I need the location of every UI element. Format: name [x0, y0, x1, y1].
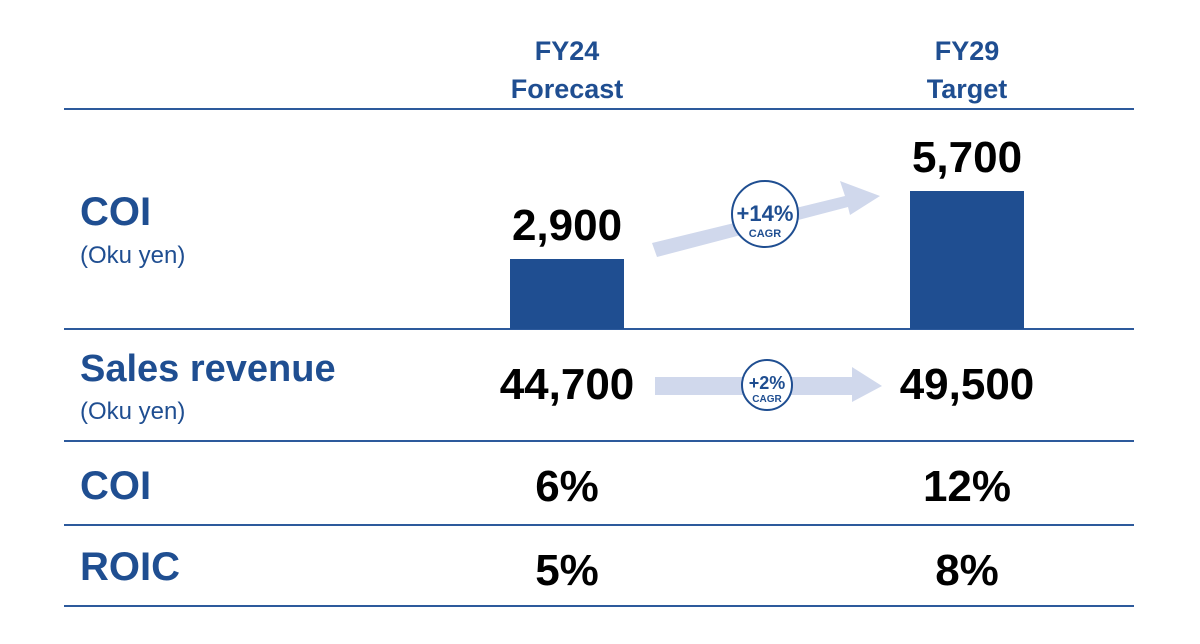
sales-cagr-badge: [741, 359, 793, 411]
col-year: FY24: [534, 36, 600, 66]
row-unit: (Oku yen): [80, 242, 186, 269]
sales-fy29: 49,500: [899, 360, 1035, 409]
col-header-fy29: FY29 Target: [847, 32, 1087, 108]
col-type: Forecast: [510, 74, 624, 104]
divider: [64, 440, 1134, 442]
divider: [64, 108, 1134, 110]
bar-label-fy24: 2,900: [511, 200, 623, 250]
col-year: FY29: [934, 36, 1000, 66]
row-label-sales: Sales revenue: [80, 348, 336, 390]
divider: [64, 524, 1134, 526]
coi-cagr-badge: [731, 180, 799, 248]
bar-fy24: [510, 258, 624, 329]
row-label-coi-amount: COI: [80, 190, 152, 234]
coi-margin-fy24: 6%: [535, 462, 599, 511]
row-unit: (Oku yen): [80, 398, 186, 425]
col-header-fy24: FY24 Forecast: [447, 32, 687, 108]
coi-margin-fy29: 12%: [922, 462, 1012, 511]
roic-fy24: 5%: [535, 546, 599, 595]
coi-cagr-label: CAGR: [749, 228, 781, 240]
col-type: Target: [926, 74, 1008, 104]
row-label-coi-margin: COI: [80, 464, 152, 508]
divider: [64, 328, 1134, 330]
bar-label-fy29: 5,700: [911, 133, 1023, 183]
divider: [64, 605, 1134, 607]
bar-fy29: [910, 191, 1024, 329]
coi-cagr-value: +14%: [737, 201, 794, 226]
row-label-roic: ROIC: [80, 545, 180, 589]
sales-cagr-label: CAGR: [752, 394, 782, 405]
roic-fy29: 8%: [935, 546, 999, 595]
sales-cagr-value: +2%: [749, 373, 786, 393]
sales-fy24: 44,700: [499, 360, 635, 409]
